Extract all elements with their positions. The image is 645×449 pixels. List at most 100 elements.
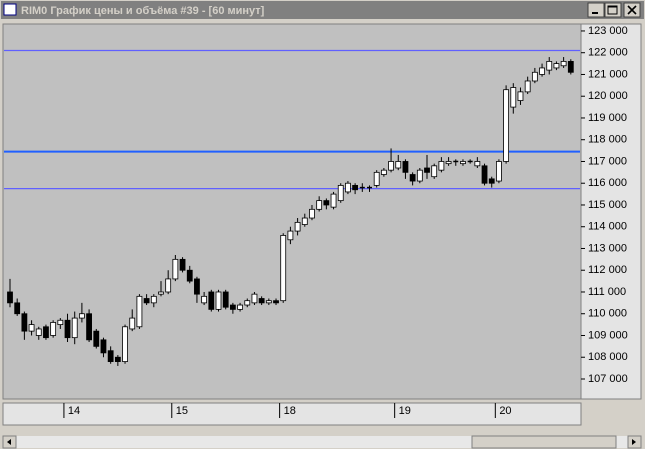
candle-body bbox=[567, 61, 574, 73]
y-tick-label: 109 000 bbox=[588, 329, 628, 341]
day-label: 14 bbox=[68, 405, 80, 417]
candle-body bbox=[402, 161, 409, 173]
candle-body bbox=[28, 324, 35, 332]
candle-body bbox=[503, 89, 510, 162]
candle-body bbox=[201, 295, 208, 304]
candle-body bbox=[179, 258, 186, 271]
y-tick-label: 115 000 bbox=[588, 199, 627, 211]
y-tick-label: 122 000 bbox=[588, 47, 628, 59]
candle-body bbox=[186, 269, 193, 282]
candle-body bbox=[258, 298, 265, 304]
candle-body bbox=[71, 317, 78, 339]
window-title: RIM0 График цены и объёма #39 - [60 мину… bbox=[21, 5, 265, 17]
candle-body bbox=[64, 319, 71, 339]
candle-body bbox=[143, 298, 150, 304]
y-tick-label: 123 000 bbox=[588, 25, 628, 37]
candle-body bbox=[165, 278, 172, 293]
candle-body bbox=[352, 184, 359, 191]
y-tick-label: 111 000 bbox=[588, 286, 626, 298]
minimize-button[interactable] bbox=[587, 2, 605, 18]
candle-body bbox=[287, 230, 294, 241]
candle-body bbox=[172, 258, 179, 280]
candle-body bbox=[57, 319, 64, 326]
day-label: 19 bbox=[399, 405, 411, 417]
candle-body bbox=[237, 304, 243, 310]
y-tick-label: 107 000 bbox=[588, 373, 628, 385]
y-tick-label: 108 000 bbox=[588, 351, 628, 363]
scroll-left[interactable] bbox=[2, 435, 17, 449]
candle-body bbox=[251, 293, 258, 304]
candle-body bbox=[330, 193, 337, 208]
window-icon bbox=[3, 3, 17, 16]
y-tick-label: 110 000 bbox=[588, 308, 627, 320]
candle-body bbox=[35, 328, 42, 336]
y-tick-label: 119 000 bbox=[588, 112, 627, 124]
candle-body bbox=[150, 295, 157, 304]
candle-body bbox=[560, 61, 567, 67]
candle-body bbox=[395, 161, 402, 169]
candle-body bbox=[14, 302, 21, 315]
maximize-button[interactable] bbox=[604, 2, 622, 18]
candle-body bbox=[539, 67, 545, 75]
price-axis bbox=[580, 23, 642, 400]
candle-body bbox=[244, 300, 251, 306]
candle-body bbox=[7, 291, 13, 304]
candle-body bbox=[474, 161, 481, 167]
time-axis bbox=[2, 402, 582, 426]
candle-body bbox=[373, 171, 380, 186]
plot-area bbox=[2, 23, 582, 400]
candle-body bbox=[107, 350, 114, 362]
candle-body bbox=[78, 313, 85, 319]
candle-body bbox=[208, 291, 215, 310]
candle-body bbox=[510, 87, 517, 108]
y-tick-label: 113 000 bbox=[588, 242, 627, 254]
candle-body bbox=[136, 295, 143, 328]
candle-body bbox=[229, 304, 236, 310]
candle-body bbox=[194, 278, 200, 295]
candle-body bbox=[309, 208, 315, 219]
scroll-thumb[interactable] bbox=[471, 435, 617, 449]
candle-body bbox=[496, 161, 502, 182]
candle-body bbox=[380, 169, 387, 175]
candle-body bbox=[438, 161, 445, 171]
scroll-right[interactable] bbox=[627, 435, 642, 449]
candle-body bbox=[488, 178, 495, 184]
candle-body bbox=[431, 165, 438, 178]
candle-body bbox=[294, 221, 301, 232]
candle-body bbox=[517, 91, 524, 101]
y-tick-label: 120 000 bbox=[588, 90, 628, 102]
candle-body bbox=[481, 165, 488, 184]
candle-body bbox=[273, 300, 279, 304]
y-tick-label: 114 000 bbox=[588, 221, 627, 233]
candle-body bbox=[337, 184, 344, 202]
candle-body bbox=[129, 317, 136, 330]
y-tick-label: 121 000 bbox=[588, 68, 628, 80]
candle-body bbox=[316, 200, 323, 210]
day-label: 20 bbox=[499, 405, 511, 417]
y-tick-label: 112 000 bbox=[588, 264, 627, 276]
candle-body bbox=[100, 339, 107, 354]
y-tick-label: 116 000 bbox=[588, 177, 627, 189]
candle-body bbox=[21, 313, 28, 332]
candle-body bbox=[93, 330, 100, 347]
day-label: 15 bbox=[176, 405, 188, 417]
title-bar bbox=[1, 1, 644, 19]
candle-body bbox=[460, 161, 466, 165]
candle-body bbox=[345, 182, 351, 193]
candle-body bbox=[524, 80, 531, 93]
day-label: 18 bbox=[284, 405, 296, 417]
candle-body bbox=[222, 291, 229, 308]
candle-body bbox=[301, 217, 308, 225]
candle-body bbox=[114, 356, 121, 362]
candle-body bbox=[409, 174, 416, 182]
candle-body bbox=[553, 63, 560, 69]
candle-body bbox=[265, 300, 272, 304]
candle-body bbox=[388, 161, 394, 171]
candle-body bbox=[158, 291, 164, 295]
close-button[interactable] bbox=[623, 2, 641, 18]
candle-body bbox=[445, 161, 452, 165]
candle-body bbox=[43, 326, 49, 339]
candle-body bbox=[323, 200, 330, 206]
